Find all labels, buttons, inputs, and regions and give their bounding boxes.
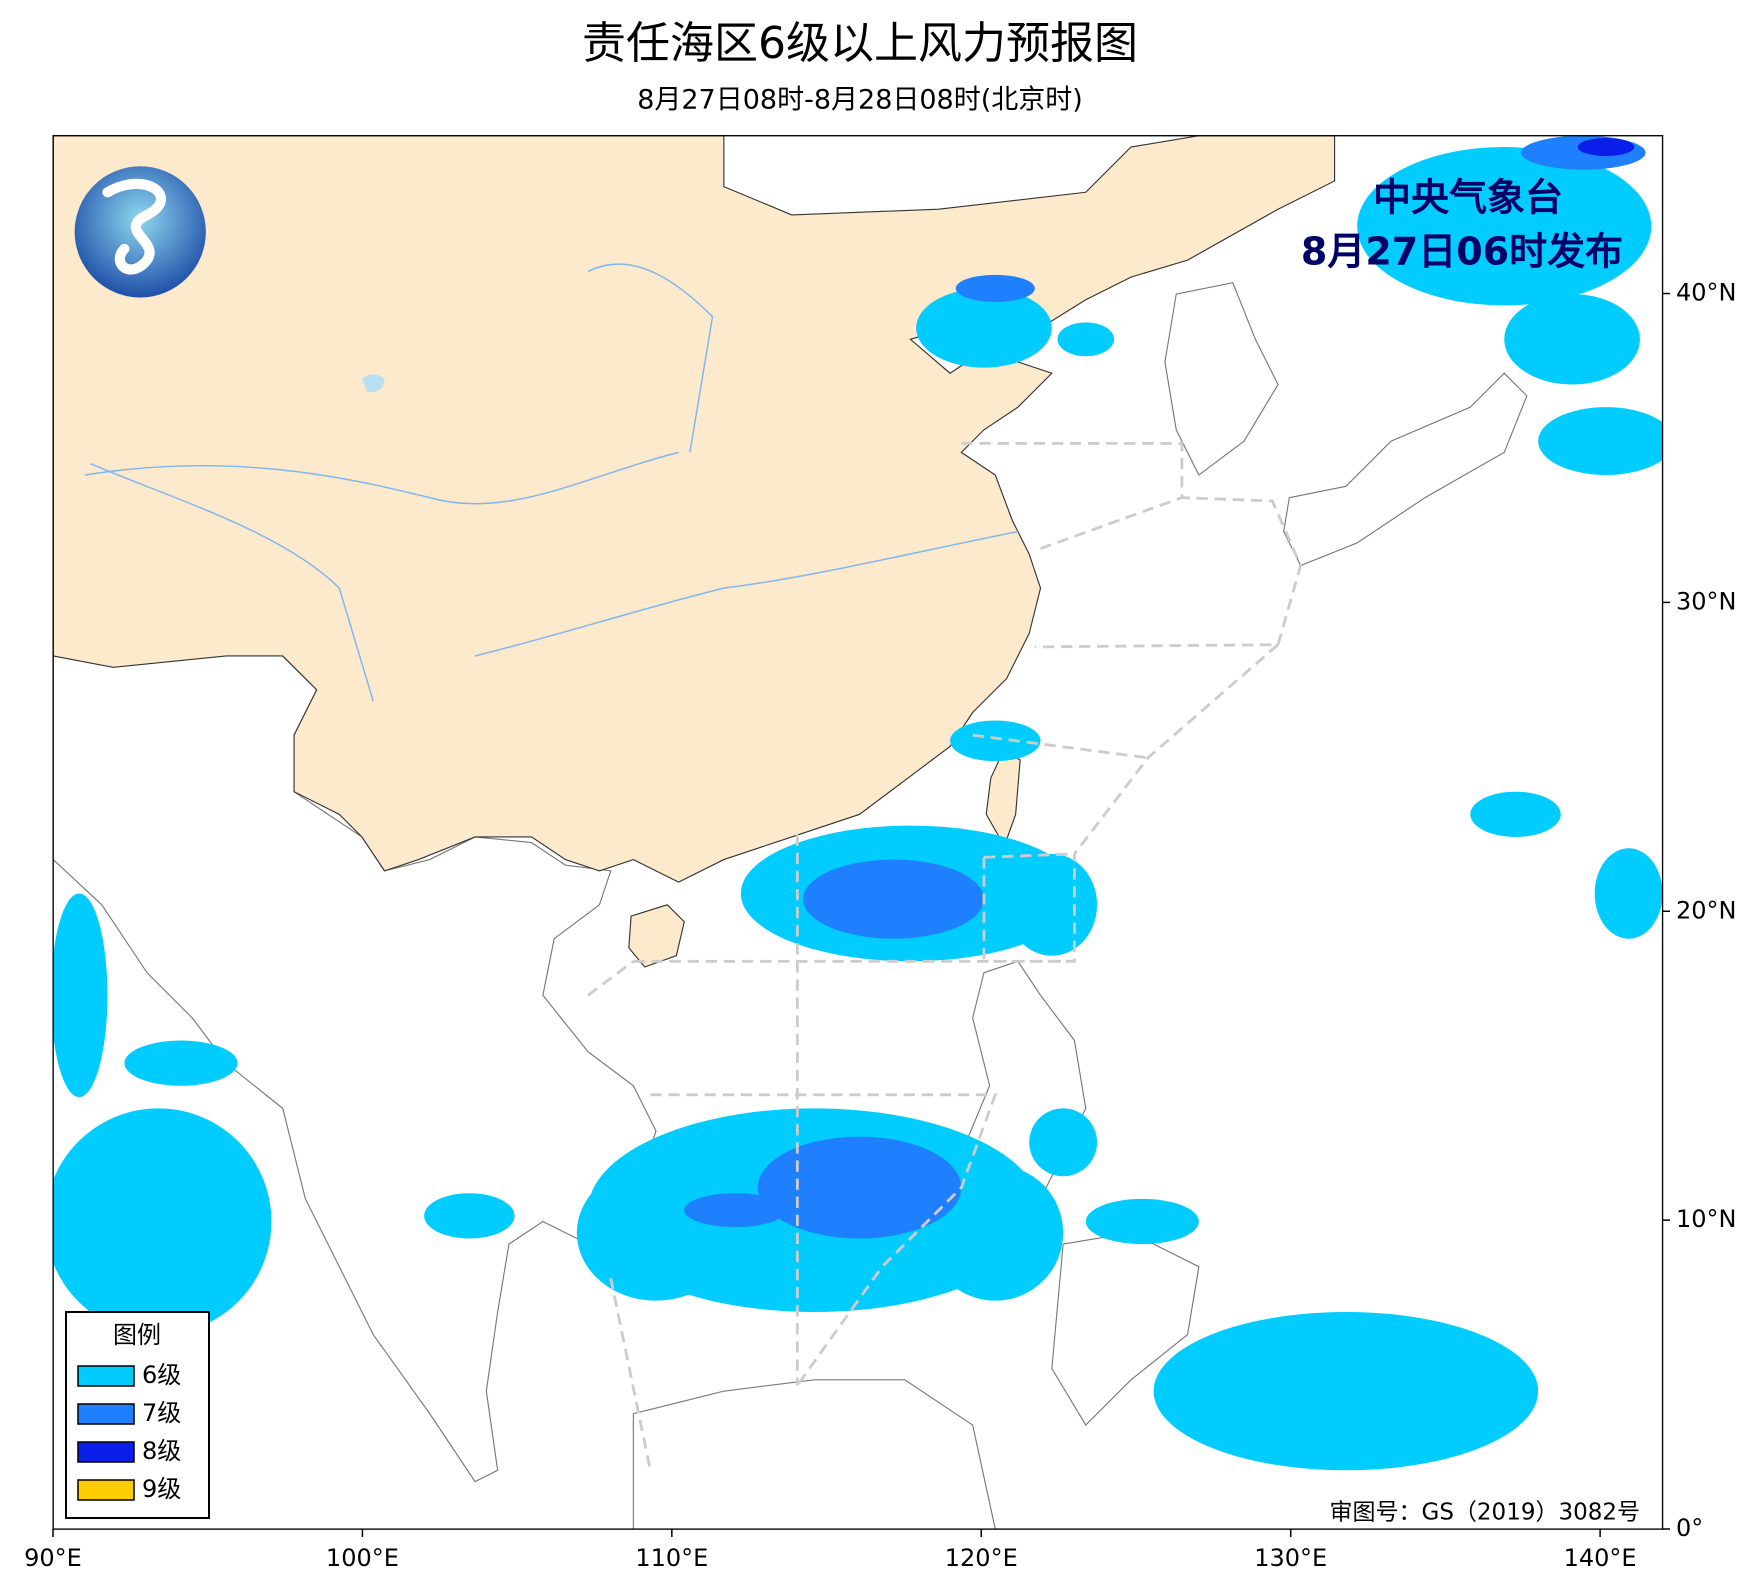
- x-tick-label: 130°E: [1254, 1544, 1327, 1572]
- legend-swatch: [77, 1365, 135, 1387]
- logo-mark: [102, 178, 166, 275]
- x-tick-label: 140°E: [1564, 1544, 1637, 1572]
- y-tick-label: 30°N: [1676, 587, 1737, 615]
- legend-label: 7级: [142, 1399, 181, 1427]
- hainan: [628, 904, 685, 968]
- wind-level-8: [1577, 137, 1635, 157]
- x-tick-label: 100°E: [326, 1544, 399, 1572]
- land-outline: [632, 1379, 996, 1530]
- legend-swatch: [77, 1403, 135, 1425]
- legend-swatch: [77, 1441, 135, 1463]
- legend-swatch: [77, 1479, 135, 1501]
- land-outline: [1164, 282, 1279, 476]
- y-tick-label: 10°N: [1676, 1205, 1737, 1233]
- legend: 图例 6级 7级 8级 9级: [65, 1311, 210, 1519]
- legend-label: 6级: [142, 1361, 181, 1389]
- map-subtitle: 8月27日08时-8月28日08时(北京时): [637, 85, 1083, 116]
- y-tick-label: 20°N: [1676, 896, 1737, 924]
- sea-zone-boundary: [587, 441, 1303, 1471]
- x-tick-label: 120°E: [945, 1544, 1018, 1572]
- land-outline: [1283, 372, 1528, 567]
- legend-label: 8级: [142, 1437, 181, 1465]
- y-tick-label: 40°N: [1676, 279, 1737, 307]
- issuer: 中央气象台: [1373, 176, 1563, 220]
- y-tick-label: 0°: [1676, 1514, 1703, 1542]
- lake: [361, 374, 385, 393]
- legend-title: 图例: [113, 1321, 161, 1349]
- map-layer: [52, 135, 1664, 1530]
- river: [84, 263, 1019, 702]
- map-approval: 审图号：GS（2019）3082号: [1330, 1500, 1641, 1526]
- legend-label: 9级: [142, 1475, 181, 1503]
- issue-time: 8月27日06时发布: [1301, 230, 1623, 274]
- x-tick-label: 110°E: [635, 1544, 708, 1572]
- map-frame: [52, 135, 1664, 1530]
- x-tick-label: 90°E: [24, 1544, 82, 1572]
- map-title: 责任海区6级以上风力预报图: [582, 18, 1138, 69]
